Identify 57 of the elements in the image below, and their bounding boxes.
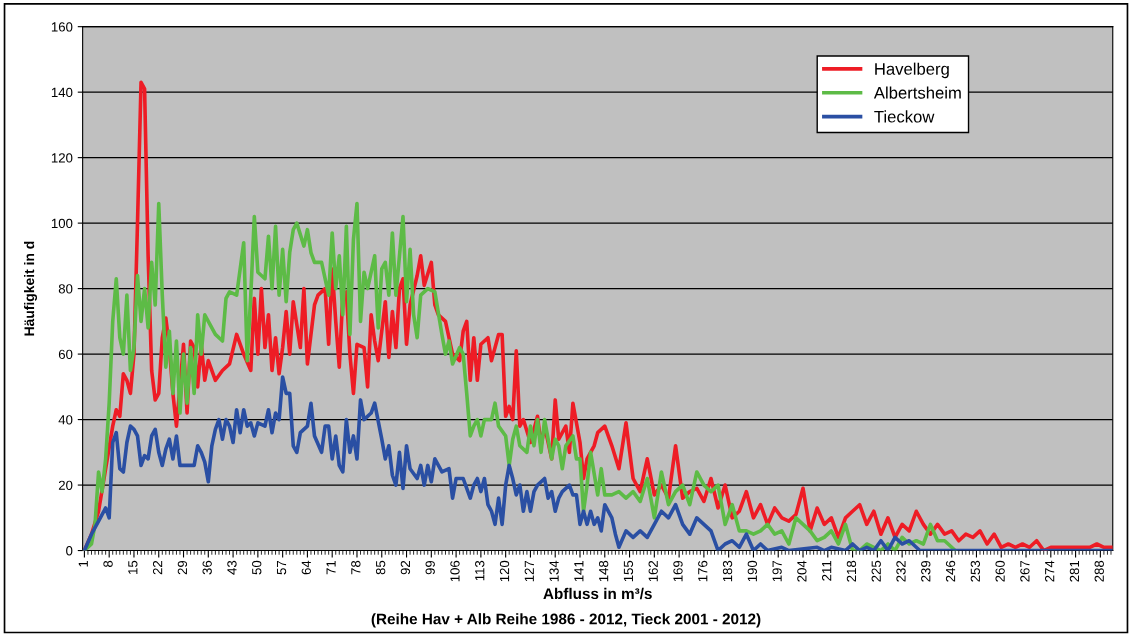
x-tick-label: 267 [1020,560,1030,582]
x-tick-label: 225 [871,560,881,582]
x-tick-label: 197 [772,560,782,582]
x-tick-label: 36 [202,560,212,575]
x-tick-label: 120 [499,560,510,582]
x-tick-label: 8 [103,560,113,568]
x-tick-label: 71 [326,560,336,575]
x-tick-label: 22 [152,560,163,575]
x-tick-label: 155 [623,560,634,582]
x-tick-label: 141 [574,560,584,582]
x-tick-label: 64 [301,560,311,575]
x-tick-label: 162 [648,560,658,582]
x-tick-label: 127 [524,560,534,582]
y-tick-label: 140 [51,87,73,98]
x-tick-label: 99 [425,560,435,575]
x-tick-label: 183 [722,560,733,582]
y-tick-label: 80 [58,284,73,294]
x-tick-label: 92 [400,560,411,575]
x-tick-label: 246 [945,560,956,582]
y-tick-label: 160 [51,22,73,32]
x-tick-label: 1 [78,560,88,567]
x-tick-label: 113 [475,560,485,581]
x-tick-label: 15 [128,560,138,574]
x-tick-label: 176 [698,560,708,582]
y-axis-title: Häufigkeit in d [24,241,38,336]
legend-label: Albertsheim [873,86,961,99]
x-tick-label: 57 [276,560,287,575]
legend-label: Havelberg [875,62,949,79]
x-tick-label: 43 [227,560,237,575]
y-tick-label: 0 [66,546,73,556]
legend-label: Tieckow [874,110,935,123]
x-tick-label: 190 [747,560,757,582]
x-tick-label: 281 [1069,560,1080,582]
y-tick-label: 60 [58,349,73,359]
x-tick-label: 204 [797,560,807,582]
y-tick-label: 120 [51,153,73,163]
x-tick-label: 253 [970,560,981,582]
x-tick-label: 232 [896,560,906,582]
text: (Reihe Hav + Alb Reihe 1986 - 2012, Tieck 2001 - 2012) [371,613,761,628]
y-tick-label: 40 [58,415,73,425]
x-tick-label: 218 [846,560,857,582]
y-tick-label: 20 [58,480,73,490]
x-tick-label: 106 [450,560,460,582]
x-tick-label: 288 [1094,560,1104,582]
x-tick-label: 29 [177,560,188,575]
x-tick-label: 211 [821,560,832,581]
x-tick-label: 148 [598,560,609,582]
x-tick-label: 169 [673,560,683,582]
x-axis-title: Abfluss in m³/s [543,587,652,600]
x-tick-label: 50 [252,560,262,575]
x-tick-label: 85 [375,560,386,575]
x-tick-label: 78 [351,560,361,575]
x-tick-label: 134 [549,560,559,582]
x-tick-label: 260 [995,560,1005,582]
y-tick-label: 100 [51,218,73,229]
x-tick-label: 239 [921,560,931,582]
x-tick-label: 274 [1045,560,1055,582]
